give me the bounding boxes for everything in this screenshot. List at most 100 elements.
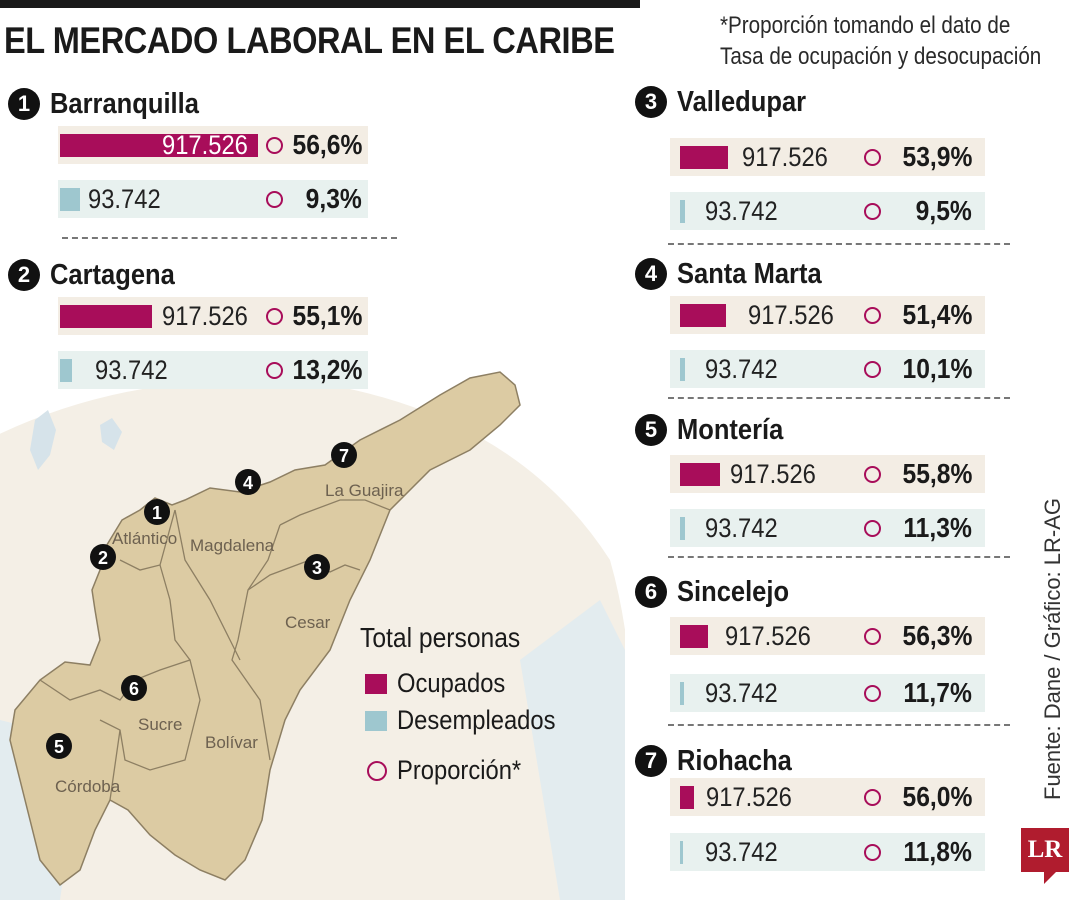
desempleados-bar-sincelejo [680,682,684,705]
desempleados-bar-riohacha [680,841,683,864]
ocupados-row-valledupar: 917.526 53,9% [670,138,985,176]
desempleados-proporcion-ring-icon-monteria [864,520,881,537]
city-header-riohacha: 7 Riohacha [635,743,995,779]
rank-badge-monteria: 5 [635,414,667,446]
desempleados-value-sincelejo: 93.742 [705,678,778,708]
desempleados-row-riohacha: 93.742 11,8% [670,833,985,871]
caribe-map: Atlántico Magdalena La Guajira Cesar Suc… [0,371,625,900]
ocupados-proporcion-monteria: 55,8% [902,458,972,489]
city-header-sincelejo: 6 Sincelejo [635,574,995,610]
ocupados-row-riohacha: 917.526 56,0% [670,778,985,816]
desempleados-proporcion-ring-icon-santa-marta [864,361,881,378]
ocupados-bar-monteria [680,463,720,486]
ocupados-value-monteria: 917.526 [730,459,816,489]
ocupados-proporcion-santa-marta: 51,4% [902,299,972,330]
desempleados-proporcion-monteria: 11,3% [903,512,972,543]
desempleados-proporcion-sincelejo: 11,7% [903,677,972,708]
rank-badge-riohacha: 7 [635,745,667,777]
rank-badge-santa-marta: 4 [635,258,667,290]
ocupados-row-sincelejo: 917.526 56,3% [670,617,985,655]
desempleados-proporcion-valledupar: 9,5% [915,195,972,226]
separator-monteria [668,556,1010,558]
ocupados-value-riohacha: 917.526 [706,782,792,812]
department-borders [39,499,391,801]
desempleados-row-valledupar: 93.742 9,5% [670,192,985,230]
ocupados-proporcion-ring-icon-monteria [864,466,881,483]
desempleados-bar-valledupar [680,200,685,223]
ocupados-proporcion-riohacha: 56,0% [902,781,972,812]
ocupados-proporcion-ring-icon-valledupar [864,149,881,166]
desempleados-proporcion-santa-marta: 10,1% [902,353,972,384]
desempleados-proporcion-ring-icon-valledupar [864,203,881,220]
map-markers: 1 2 3 4 5 6 7 [46,442,357,759]
ocupados-bar-barranquilla [60,134,258,157]
ocupados-value-sincelejo: 917.526 [725,621,811,651]
desempleados-value-riohacha: 93.742 [705,837,778,867]
ocupados-proporcion-ring-icon-riohacha [864,789,881,806]
lr-logo: LR [1021,828,1069,872]
note-line-1: *Proporción tomando el dato de [720,12,1011,39]
map-label-cesar: Cesar [285,613,331,632]
ocupados-value-barranquilla: 917.526 [162,130,248,160]
map-label-atlantico: Atlántico [112,529,177,548]
desempleados-row-sincelejo: 93.742 11,7% [670,674,985,712]
desempleados-proporcion-ring-icon-barranquilla [266,191,283,208]
desempleados-value-valledupar: 93.742 [705,196,778,226]
legend-label-proporcion: Proporción* [397,755,522,785]
top-rule [0,0,640,8]
desempleados-bar-cartagena [60,359,72,382]
map-label-cordoba: Córdoba [55,777,121,796]
ocupados-proporcion-ring-icon-cartagena [266,308,283,325]
map-marker-5-text: 5 [54,737,64,757]
ocupados-row-cartagena: 917.526 55,1% [58,297,368,335]
separator-valledupar [668,243,1010,245]
ocupados-proporcion-barranquilla: 56,6% [292,129,362,160]
desempleados-proporcion-barranquilla: 9,3% [305,183,362,214]
ocupados-proporcion-ring-icon-barranquilla [266,137,283,154]
desempleados-bar-santa-marta [680,358,685,381]
separator-barranquilla [62,237,397,239]
city-header-monteria: 5 Montería [635,412,995,448]
ocupados-row-santa-marta: 917.526 51,4% [670,296,985,334]
map-marker-3: 3 [304,554,330,580]
ocupados-bar-santa-marta [680,304,726,327]
page-title: EL MERCADO LABORAL EN EL CARIBE [4,20,615,61]
desempleados-proporcion-ring-icon-riohacha [864,844,881,861]
rank-badge-cartagena: 2 [8,259,40,291]
city-header-barranquilla: 1 Barranquilla [8,86,368,122]
desempleados-proporcion-riohacha: 11,8% [903,836,972,867]
map-label-bolivar: Bolívar [205,733,258,752]
city-name-valledupar: Valledupar [677,86,807,118]
desempleados-value-santa-marta: 93.742 [705,354,778,384]
rank-badge-sincelejo: 6 [635,576,667,608]
city-header-santa-marta: 4 Santa Marta [635,256,995,292]
ocupados-bar-valledupar [680,146,728,169]
ocupados-proporcion-valledupar: 53,9% [902,141,972,172]
legend-swatch-ocupados [365,674,387,694]
desempleados-proporcion-cartagena: 13,2% [292,354,362,385]
map-marker-4: 4 [235,469,261,495]
city-name-riohacha: Riohacha [677,745,792,777]
ocupados-row-monteria: 917.526 55,8% [670,455,985,493]
map-marker-3-text: 3 [312,558,322,578]
city-name-monteria: Montería [677,414,784,446]
ocupados-proporcion-cartagena: 55,1% [292,300,362,331]
desempleados-row-barranquilla: 93.742 9,3% [58,180,368,218]
water-shape [520,600,625,900]
map-label-la-guajira: La Guajira [325,481,404,500]
land-shape [9,371,521,887]
lr-logo-tail [1044,872,1056,884]
island-shape [100,418,122,450]
map-marker-7: 7 [331,442,357,468]
ocupados-proporcion-ring-icon-santa-marta [864,307,881,324]
map-label-sucre: Sucre [138,715,182,734]
city-name-barranquilla: Barranquilla [50,88,199,120]
ocupados-value-valledupar: 917.526 [742,142,828,172]
legend-label-ocupados: Ocupados [397,668,506,698]
city-header-cartagena: 2 Cartagena [8,257,368,293]
map-marker-1: 1 [144,499,170,525]
city-name-santa-marta: Santa Marta [677,258,822,290]
legend-swatch-desempleados [365,711,387,731]
map-marker-6: 6 [121,675,147,701]
ocupados-value-santa-marta: 917.526 [748,300,834,330]
